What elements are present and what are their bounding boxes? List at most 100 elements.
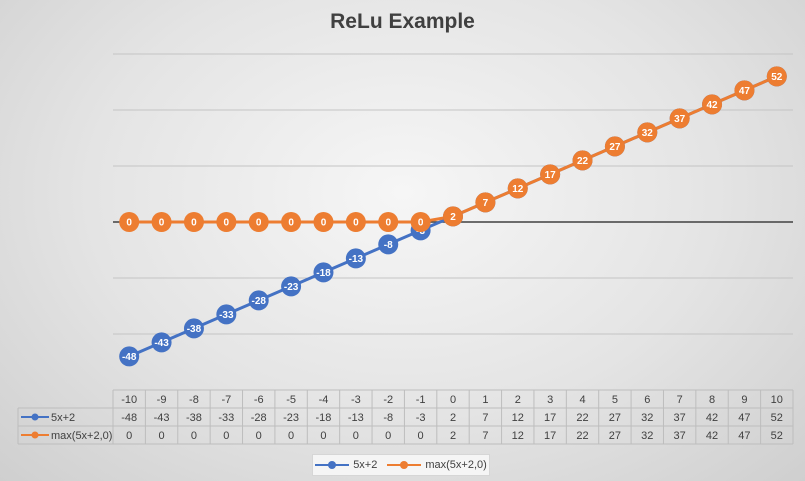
data-point: 32	[637, 122, 658, 143]
legend-item-series-1: 5x+2	[315, 459, 377, 471]
data-point: -8	[378, 234, 399, 255]
data-label: 2	[450, 212, 456, 223]
x-tick-label: -6	[254, 394, 264, 406]
legend-key-series-1	[315, 460, 350, 470]
table-cell: 0	[126, 430, 132, 442]
table-cell: 42	[706, 430, 718, 442]
legend-label-series-2: max(5x+2,0)	[425, 459, 487, 471]
marker-1	[248, 290, 269, 311]
table-cell: 0	[353, 430, 359, 442]
data-point: -18	[313, 262, 334, 283]
table-cell: -28	[251, 412, 267, 424]
marker-2	[313, 212, 334, 232]
table-cell: 0	[223, 430, 229, 442]
x-tick-label: -5	[286, 394, 296, 406]
marker-1	[216, 304, 237, 325]
marker-1	[378, 234, 399, 255]
table-cell: 0	[191, 430, 197, 442]
table-cell: 47	[738, 412, 750, 424]
data-point: 37	[669, 108, 690, 129]
table-cell: 0	[159, 430, 165, 442]
data-label: 47	[739, 86, 751, 97]
data-point: -38	[183, 318, 204, 339]
table-cell: -38	[186, 412, 202, 424]
x-tick-label: -2	[383, 394, 393, 406]
marker-1	[345, 248, 366, 269]
table-cell: 7	[482, 412, 488, 424]
data-point: -13	[345, 248, 366, 269]
marker-2	[410, 212, 431, 232]
data-label: 0	[126, 218, 132, 229]
x-tick-label: 7	[677, 394, 683, 406]
marker-2	[604, 136, 625, 157]
table-cell: 0	[385, 430, 391, 442]
row-header-label: 5x+2	[51, 412, 75, 424]
table-cell: 17	[544, 412, 556, 424]
table-cell: 2	[450, 412, 456, 424]
marker-2	[378, 212, 399, 232]
chart-title: ReLu Example	[330, 10, 475, 33]
marker-2	[475, 192, 496, 213]
x-tick-label: -4	[319, 394, 329, 406]
table-cell: 27	[609, 412, 621, 424]
data-label: 0	[353, 218, 359, 229]
data-point: 52	[766, 66, 787, 87]
table-cell: 47	[738, 430, 750, 442]
table-cell: -13	[348, 412, 364, 424]
table-cell: 2	[450, 430, 456, 442]
data-point: 0	[119, 212, 140, 232]
marker-2	[183, 212, 204, 232]
marker-2	[345, 212, 366, 232]
data-label: 22	[577, 156, 589, 167]
data-point: 2	[443, 206, 463, 227]
data-label: 37	[674, 114, 686, 125]
marker-2	[734, 80, 755, 101]
data-label: -33	[219, 310, 234, 321]
table-cell: 32	[641, 412, 653, 424]
data-point: 0	[281, 212, 302, 232]
data-label: 42	[706, 100, 718, 111]
table-cell: -43	[154, 412, 170, 424]
series-points: -48-43-38-33-28-23-18-13-8-3271217222732…	[119, 66, 787, 367]
data-point: 0	[183, 212, 204, 232]
data-label: 12	[512, 184, 524, 195]
row-key-marker	[31, 413, 39, 421]
legend-item-series-2: max(5x+2,0)	[387, 459, 487, 471]
data-point: 17	[540, 164, 561, 185]
x-tick-label: 10	[771, 394, 783, 406]
table-cell: 42	[706, 412, 718, 424]
table-cell: 37	[674, 412, 686, 424]
marker-2	[572, 150, 593, 171]
x-tick-label: 8	[709, 394, 715, 406]
marker-2	[702, 94, 723, 115]
marker-2	[443, 206, 463, 227]
x-tick-label: -3	[351, 394, 361, 406]
data-label: -18	[316, 268, 331, 279]
marker-2	[637, 122, 658, 143]
x-tick-label: 1	[482, 394, 488, 406]
x-tick-label: -10	[121, 394, 137, 406]
data-label: 0	[418, 218, 424, 229]
x-tick-label: 2	[515, 394, 521, 406]
data-point: 12	[507, 178, 528, 199]
data-point: 0	[151, 212, 172, 232]
marker-2	[248, 212, 269, 232]
data-point: -48	[119, 346, 140, 367]
data-point: -33	[216, 304, 237, 325]
table-cell: 37	[674, 430, 686, 442]
x-tick-label: 5	[612, 394, 618, 406]
legend-label-series-1: 5x+2	[353, 459, 378, 471]
marker-1	[119, 346, 140, 367]
marker-2	[540, 164, 561, 185]
table-cell: 12	[512, 430, 524, 442]
table-cell: -3	[416, 412, 426, 424]
data-label: -23	[284, 282, 299, 293]
marker-1	[313, 262, 334, 283]
legend: 5x+2 max(5x+2,0)	[312, 454, 490, 476]
data-label: 52	[771, 72, 783, 83]
series-line-2	[129, 75, 778, 224]
table-cell: 7	[482, 430, 488, 442]
data-point: 0	[216, 212, 237, 232]
x-tick-label: -1	[416, 394, 426, 406]
